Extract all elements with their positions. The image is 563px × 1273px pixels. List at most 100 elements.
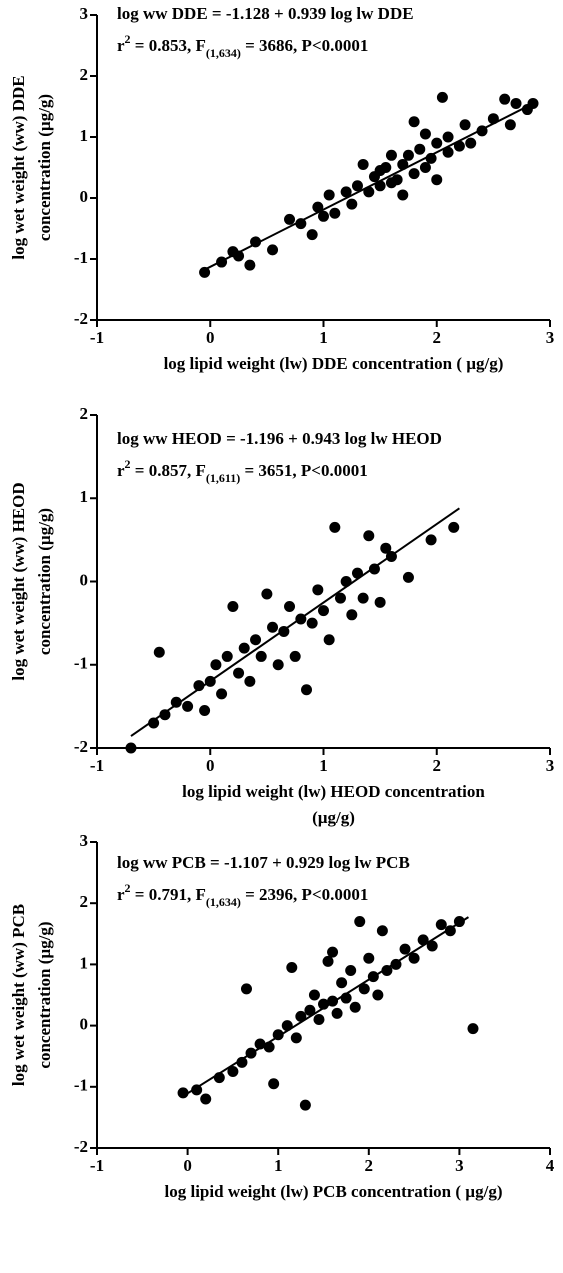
point bbox=[419, 162, 431, 173]
point bbox=[345, 965, 357, 977]
x-axis-label: log lipid weight (lw) PCB concentration … bbox=[165, 1182, 503, 1201]
point bbox=[244, 259, 256, 271]
y-tick-label: -1 bbox=[74, 1076, 88, 1095]
statistics-part: (1,611) bbox=[206, 471, 240, 485]
y-axis-label: concentration (µg/g) bbox=[35, 508, 54, 655]
point bbox=[238, 642, 250, 654]
point bbox=[510, 97, 522, 109]
point bbox=[391, 174, 403, 186]
point bbox=[301, 684, 313, 696]
statistics-part: 2 bbox=[125, 881, 131, 895]
point bbox=[363, 952, 375, 964]
point bbox=[284, 213, 296, 225]
regression-line bbox=[204, 102, 534, 271]
y-axis-label: concentration (µg/g) bbox=[35, 94, 54, 241]
point bbox=[465, 137, 477, 149]
y-tick-label: -1 bbox=[74, 654, 88, 673]
point bbox=[331, 1007, 343, 1019]
point bbox=[402, 149, 414, 161]
point bbox=[467, 1023, 479, 1035]
point bbox=[408, 952, 420, 964]
statistics-part: = 3686, P<0.0001 bbox=[241, 36, 369, 55]
point bbox=[299, 1099, 311, 1111]
point bbox=[290, 1032, 302, 1044]
point bbox=[240, 983, 252, 995]
x-tick-label: 1 bbox=[274, 1156, 283, 1175]
statistics-part: = 0.853, F bbox=[131, 36, 206, 55]
point bbox=[346, 609, 358, 621]
statistics: r2 = 0.853, F(1,634) = 3686, P<0.0001 bbox=[117, 32, 368, 60]
point bbox=[329, 521, 341, 533]
point bbox=[148, 717, 160, 729]
point bbox=[402, 571, 414, 583]
point bbox=[334, 592, 346, 604]
point bbox=[210, 659, 222, 671]
point bbox=[304, 1004, 316, 1016]
point bbox=[199, 705, 211, 717]
point bbox=[289, 650, 301, 662]
point bbox=[425, 534, 437, 546]
regression-line bbox=[130, 507, 460, 737]
point bbox=[193, 680, 205, 692]
point bbox=[295, 1010, 307, 1022]
x-tick-label: -1 bbox=[90, 328, 104, 347]
point bbox=[385, 149, 397, 161]
x-axis-label: log lipid weight (lw) HEOD concentration bbox=[182, 782, 485, 801]
statistics: r2 = 0.857, F(1,611) = 3651, P<0.0001 bbox=[117, 457, 368, 485]
statistics-part: 2 bbox=[125, 457, 131, 471]
point bbox=[233, 667, 245, 679]
statistics-part: r bbox=[117, 461, 125, 480]
point bbox=[349, 1001, 361, 1013]
point bbox=[358, 983, 370, 995]
point bbox=[216, 688, 228, 700]
statistics-part: (1,634) bbox=[206, 46, 241, 60]
y-tick-label: 2 bbox=[80, 65, 89, 84]
x-tick-label: 2 bbox=[433, 328, 442, 347]
point bbox=[227, 1066, 239, 1077]
point bbox=[380, 162, 392, 173]
point bbox=[255, 650, 267, 662]
y-axis-label: concentration (µg/g) bbox=[35, 921, 54, 1068]
x-axis-label: (µg/g) bbox=[312, 808, 355, 827]
x-tick-label: 3 bbox=[546, 756, 555, 775]
point bbox=[236, 1056, 248, 1068]
point bbox=[399, 943, 411, 955]
point bbox=[354, 916, 366, 928]
point bbox=[153, 646, 165, 658]
y-tick-label: -2 bbox=[74, 1137, 88, 1156]
point bbox=[426, 940, 438, 952]
point bbox=[414, 143, 426, 155]
y-tick-label: -1 bbox=[74, 248, 88, 267]
point bbox=[327, 946, 339, 958]
statistics-part: r bbox=[117, 885, 125, 904]
point bbox=[295, 218, 307, 230]
point bbox=[227, 600, 239, 612]
x-tick-label: 4 bbox=[546, 1156, 555, 1175]
y-tick-label: 0 bbox=[80, 187, 89, 206]
x-tick-label: 3 bbox=[546, 328, 555, 347]
x-tick-label: 3 bbox=[455, 1156, 464, 1175]
x-tick-label: 1 bbox=[319, 328, 328, 347]
x-tick-label: 2 bbox=[365, 1156, 374, 1175]
statistics-part: = 2396, P<0.0001 bbox=[241, 885, 369, 904]
statistics-part: 2 bbox=[125, 32, 131, 46]
point bbox=[199, 266, 211, 278]
point bbox=[313, 1013, 325, 1025]
point bbox=[408, 168, 420, 180]
point bbox=[363, 530, 375, 542]
point bbox=[267, 244, 279, 256]
point bbox=[408, 116, 420, 128]
point bbox=[244, 675, 256, 687]
y-tick-label: 2 bbox=[80, 404, 89, 423]
point bbox=[306, 617, 318, 629]
point bbox=[267, 621, 279, 633]
y-tick-label: 0 bbox=[80, 570, 89, 589]
y-tick-label: 2 bbox=[80, 892, 89, 911]
point bbox=[318, 210, 329, 222]
point bbox=[374, 596, 386, 608]
y-tick-label: -2 bbox=[74, 737, 88, 756]
y-axis-label: log wet weight (ww) PCB bbox=[9, 904, 28, 1086]
